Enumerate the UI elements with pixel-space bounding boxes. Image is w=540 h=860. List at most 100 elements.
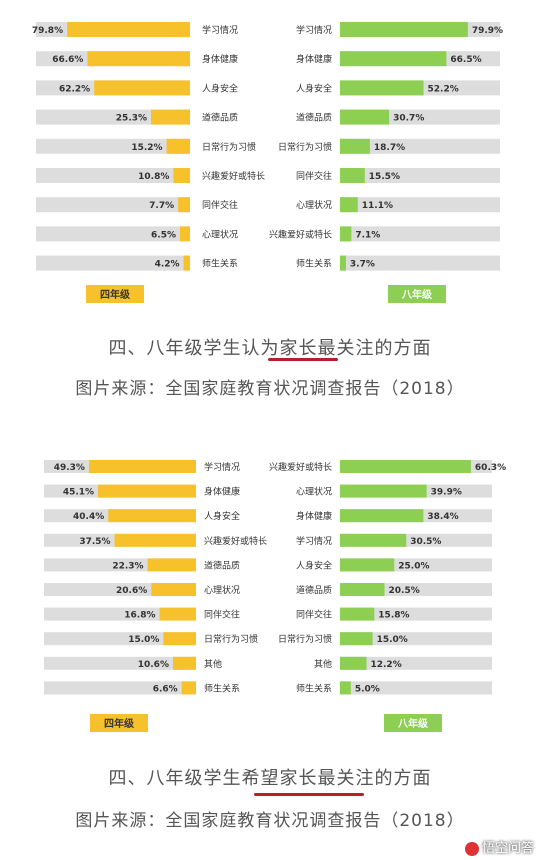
bar-grade4 bbox=[173, 168, 190, 183]
data-label-grade8: 30.5% bbox=[410, 537, 441, 547]
category-label-grade4: 道德品质 bbox=[204, 559, 240, 571]
category-label-grade8: 日常行为习惯 bbox=[278, 141, 332, 153]
bar-grade4 bbox=[87, 51, 190, 67]
bar-grade8 bbox=[340, 109, 390, 125]
data-label-grade8: 15.0% bbox=[377, 635, 408, 645]
bar-grade4 bbox=[178, 197, 190, 213]
data-label-grade8: 15.5% bbox=[369, 172, 400, 182]
data-label-grade8: 38.4% bbox=[427, 512, 458, 522]
data-label-grade4: 15.2% bbox=[131, 143, 162, 153]
bar-grade8 bbox=[340, 484, 427, 498]
caption-2: 四、八年级学生希望家长最关注的方面 bbox=[108, 768, 432, 789]
chart-2: 49.3% 学习情况 45.1% 身体健康 40.4% 人身安全 37.5% 兴趣爱好或特长 2… bbox=[44, 460, 506, 732]
data-label-grade8: 52.2% bbox=[428, 84, 459, 94]
category-label-grade4: 身体健康 bbox=[202, 53, 238, 65]
bar-grade8 bbox=[340, 632, 373, 646]
category-label-grade8: 同伴交往 bbox=[296, 609, 332, 621]
bar-track-grade4 bbox=[44, 681, 196, 695]
data-label-grade8: 25.0% bbox=[398, 561, 429, 571]
bar-grade4 bbox=[114, 533, 196, 547]
data-label-grade8: 3.7% bbox=[350, 260, 375, 270]
data-label-grade4: 6.6% bbox=[153, 684, 178, 694]
data-label-grade4: 16.8% bbox=[124, 611, 155, 621]
watermark-text: 悟空问答 bbox=[481, 841, 534, 856]
category-label-grade8: 道德品质 bbox=[296, 112, 332, 124]
bar-track-grade8 bbox=[340, 632, 492, 646]
legend-badge-grade4 bbox=[86, 285, 144, 303]
category-label-grade4: 人身安全 bbox=[204, 510, 240, 522]
bar-grade8 bbox=[340, 22, 468, 37]
data-label-grade8: 79.9% bbox=[472, 26, 503, 36]
category-label-grade8: 同伴交往 bbox=[296, 170, 332, 182]
legend-label-grade8: 八年级 bbox=[401, 288, 433, 301]
data-label-grade8: 5.0% bbox=[355, 684, 380, 694]
bar-track-grade4 bbox=[44, 632, 196, 646]
bar-grade8 bbox=[340, 226, 352, 242]
category-label-grade4: 师生关系 bbox=[204, 682, 240, 694]
category-label-grade4: 师生关系 bbox=[202, 258, 238, 270]
category-label-grade8: 身体健康 bbox=[296, 53, 332, 65]
bar-track-grade4 bbox=[44, 656, 196, 670]
bar-track-grade4 bbox=[36, 226, 190, 242]
bar-grade4 bbox=[183, 255, 190, 271]
category-label-grade8: 道德品质 bbox=[296, 584, 332, 596]
category-label-grade8: 人身安全 bbox=[296, 82, 332, 94]
bar-grade4 bbox=[147, 558, 196, 572]
data-label-grade4: 49.3% bbox=[54, 463, 85, 473]
data-label-grade4: 20.6% bbox=[116, 586, 147, 596]
legend-badge-grade8 bbox=[384, 714, 442, 732]
bar-grade4 bbox=[163, 632, 196, 646]
bar-grade8 bbox=[340, 80, 424, 96]
category-label-grade8: 师生关系 bbox=[296, 258, 332, 270]
bar-grade8 bbox=[340, 138, 370, 154]
legend-label-grade8: 八年级 bbox=[397, 717, 429, 730]
caption-1-underline bbox=[268, 358, 338, 361]
category-label-grade8: 心理状况 bbox=[296, 199, 332, 211]
bar-grade4 bbox=[98, 484, 196, 498]
bar-grade4 bbox=[159, 607, 196, 621]
data-label-grade4: 79.8% bbox=[32, 26, 63, 36]
bar-track-grade4 bbox=[36, 197, 190, 213]
bar-grade4 bbox=[151, 583, 196, 596]
legend-label-grade4: 四年级 bbox=[100, 288, 131, 301]
bar-grade4 bbox=[67, 22, 190, 37]
bar-track-grade4 bbox=[44, 607, 196, 621]
category-label-grade8: 兴趣爱好或特长 bbox=[269, 228, 332, 240]
bar-track-grade8 bbox=[340, 226, 500, 242]
data-label-grade4: 66.6% bbox=[52, 55, 83, 65]
category-label-grade8: 师生关系 bbox=[296, 682, 332, 694]
chart-1: 79.8% 学习情况 66.6% 身体健康 62.2% 人身安全 25.3% 道德品质 15.2… bbox=[32, 22, 503, 303]
bar-grade8 bbox=[340, 509, 424, 523]
category-label-grade8: 学习情况 bbox=[296, 24, 332, 36]
category-label-grade4: 兴趣爱好或特长 bbox=[202, 170, 265, 182]
legend-badge-grade8 bbox=[388, 285, 446, 303]
category-label-grade8: 学习情况 bbox=[296, 535, 332, 547]
category-label-grade4: 其他 bbox=[204, 658, 222, 670]
bar-track-grade8 bbox=[340, 168, 500, 183]
bar-grade4 bbox=[94, 80, 190, 96]
bar-grade8 bbox=[340, 197, 358, 213]
category-label-grade8: 身体健康 bbox=[296, 510, 332, 522]
bar-track-grade4 bbox=[36, 168, 190, 183]
bar-grade8 bbox=[340, 583, 385, 596]
bar-grade4 bbox=[181, 681, 196, 695]
bar-grade8 bbox=[340, 607, 375, 621]
bar-track-grade8 bbox=[340, 681, 492, 695]
bar-grade8 bbox=[340, 460, 471, 473]
source-1: 图片来源：全国家庭教育状况调查报告（2018） bbox=[75, 379, 465, 399]
category-label-grade4: 人身安全 bbox=[202, 82, 238, 94]
category-label-grade4: 心理状况 bbox=[204, 584, 240, 596]
data-label-grade4: 15.0% bbox=[128, 635, 159, 645]
category-label-grade8: 日常行为习惯 bbox=[278, 633, 332, 645]
data-label-grade4: 37.5% bbox=[79, 537, 110, 547]
category-label-grade4: 学习情况 bbox=[202, 24, 238, 36]
data-label-grade4: 62.2% bbox=[59, 84, 90, 94]
bar-track-grade8 bbox=[340, 197, 500, 213]
bar-track-grade4 bbox=[36, 138, 190, 154]
category-label-grade4: 日常行为习惯 bbox=[204, 633, 258, 645]
data-label-grade8: 66.5% bbox=[450, 55, 481, 65]
category-label-grade4: 同伴交往 bbox=[202, 199, 238, 211]
data-label-grade4: 25.3% bbox=[116, 114, 147, 124]
chart-panel-2: 49.3% 学习情况 45.1% 身体健康 40.4% 人身安全 37.5% 兴趣爱好或特长 2… bbox=[0, 450, 540, 750]
bar-track-grade8 bbox=[340, 138, 500, 154]
